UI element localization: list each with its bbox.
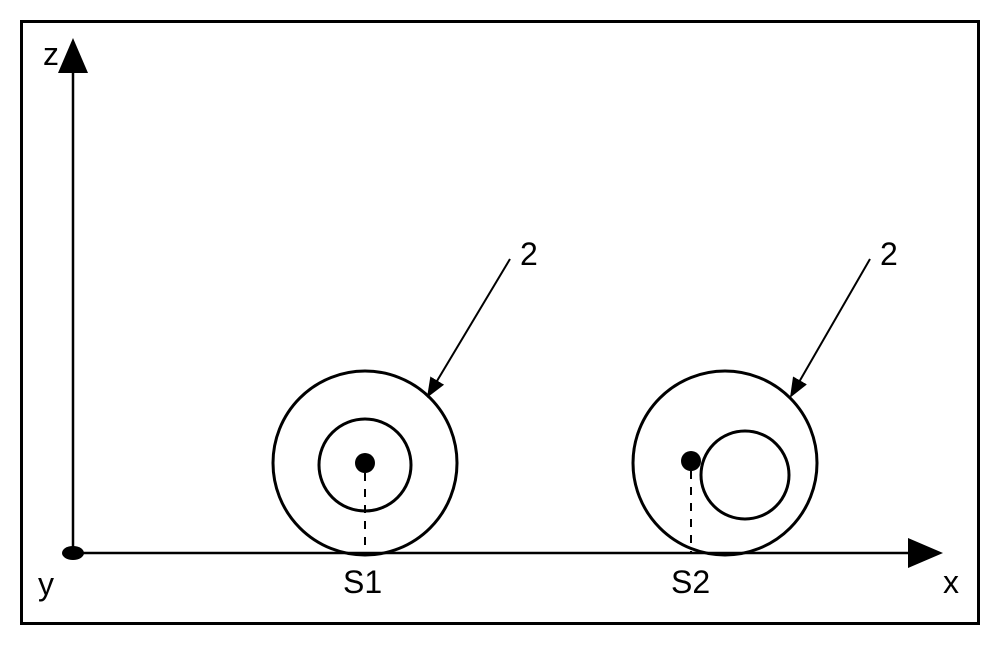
x-axis-label: x xyxy=(943,564,959,600)
x-pos-label-c1: S1 xyxy=(343,564,382,600)
outer-circle-c2 xyxy=(633,371,817,555)
z-axis-label: z xyxy=(43,36,59,72)
leader-arrow-c2 xyxy=(791,259,870,396)
leader-arrow-c1 xyxy=(428,259,510,396)
leader-label-c1: 2 xyxy=(520,236,538,272)
labels-group: z x y 2 S1 2 S2 xyxy=(38,36,959,602)
shapes-group xyxy=(273,259,870,555)
y-axis-origin-dot xyxy=(62,546,84,560)
inner-circle-c2 xyxy=(701,431,789,519)
y-axis-label: y xyxy=(38,566,54,602)
x-pos-label-c2: S2 xyxy=(671,564,710,600)
diagram-frame: z x y 2 S1 2 S2 xyxy=(20,20,980,625)
center-dot-c2 xyxy=(681,451,701,471)
axes-group xyxy=(62,43,938,560)
center-dot-c1 xyxy=(355,453,375,473)
diagram-svg: z x y 2 S1 2 S2 xyxy=(23,23,983,628)
leader-label-c2: 2 xyxy=(880,236,898,272)
